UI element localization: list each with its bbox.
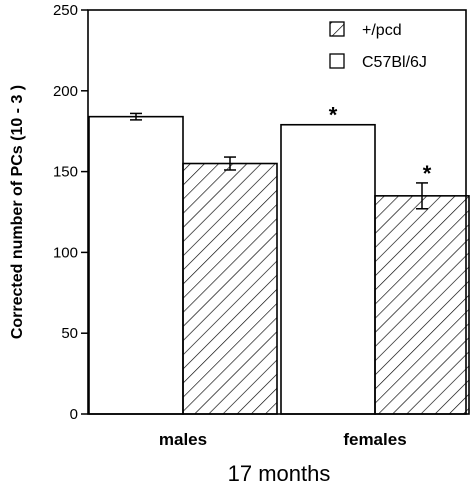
y-tick-label: 150 bbox=[53, 164, 78, 181]
y-tick-label: 250 bbox=[53, 2, 78, 19]
legend-item: +/pcd bbox=[329, 21, 402, 39]
legend-item: C57Bl/6J bbox=[329, 53, 427, 71]
bars bbox=[88, 115, 470, 415]
significance-star: * bbox=[423, 161, 432, 186]
error-bars bbox=[130, 112, 428, 210]
y-tick-label: 0 bbox=[70, 406, 78, 423]
y-axis-ticks: 0 50 100 150 200 250 bbox=[53, 2, 88, 423]
significance-markers: ** bbox=[329, 103, 432, 186]
error-bar bbox=[224, 156, 236, 171]
significance-star: * bbox=[329, 103, 338, 128]
category-label-females: females bbox=[343, 430, 406, 449]
legend: +/pcd C57Bl/6J bbox=[329, 21, 427, 71]
error-bar bbox=[130, 112, 142, 121]
category-label-males: males bbox=[159, 430, 207, 449]
bar-females-pcd bbox=[374, 195, 470, 415]
category-labels: males females bbox=[159, 430, 407, 449]
bar-males-pcd bbox=[182, 162, 278, 415]
legend-swatch bbox=[329, 21, 345, 37]
x-axis-label: 17 months bbox=[228, 461, 331, 486]
bar-males-c57bl bbox=[88, 115, 184, 415]
plot-frame bbox=[87, 9, 467, 415]
y-axis-label: Corrected number of PCs (10 - 3 ) bbox=[9, 85, 26, 339]
legend-label: +/pcd bbox=[362, 22, 402, 39]
legend-swatch bbox=[329, 53, 345, 69]
y-tick-label: 200 bbox=[53, 83, 78, 100]
legend-label: C57Bl/6J bbox=[362, 54, 427, 71]
y-tick-label: 100 bbox=[53, 244, 78, 261]
bar-females-c57bl bbox=[280, 123, 376, 415]
error-bar bbox=[416, 182, 428, 210]
y-tick-label: 50 bbox=[61, 325, 78, 342]
